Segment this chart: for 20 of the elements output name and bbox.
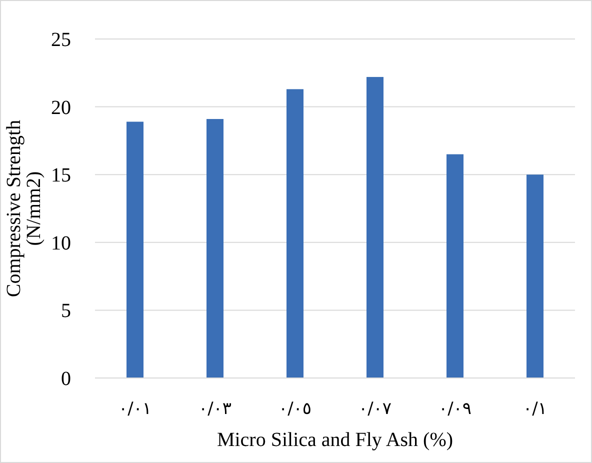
bar <box>206 119 224 378</box>
y-tick-label: 20 <box>51 96 71 119</box>
y-tick-label: 0 <box>61 368 71 390</box>
bar <box>446 154 464 378</box>
bar <box>126 122 144 378</box>
x-tick-label: ٠/١ <box>523 399 547 419</box>
x-tick-label: ٠/٠١ <box>118 399 152 419</box>
x-tick-label: ٠/٠٧ <box>358 399 392 419</box>
bar <box>526 174 544 378</box>
x-tick-label: ٠/٠٩ <box>438 399 472 419</box>
x-tick-label: ٠/٠٣ <box>198 399 232 419</box>
y-tick-label: 25 <box>51 29 71 51</box>
bar <box>366 76 384 378</box>
y-tick-label: 5 <box>61 300 71 322</box>
y-axis-title: Compressive Strength (N/mm2) <box>3 120 45 298</box>
x-axis-title: Micro Silica and Fly Ash (%) <box>216 429 454 451</box>
y-tick-label: 15 <box>51 164 71 187</box>
y-tick-label: 10 <box>51 232 71 254</box>
bar <box>286 89 304 378</box>
x-tick-label: ٠/٠٥ <box>278 399 312 419</box>
